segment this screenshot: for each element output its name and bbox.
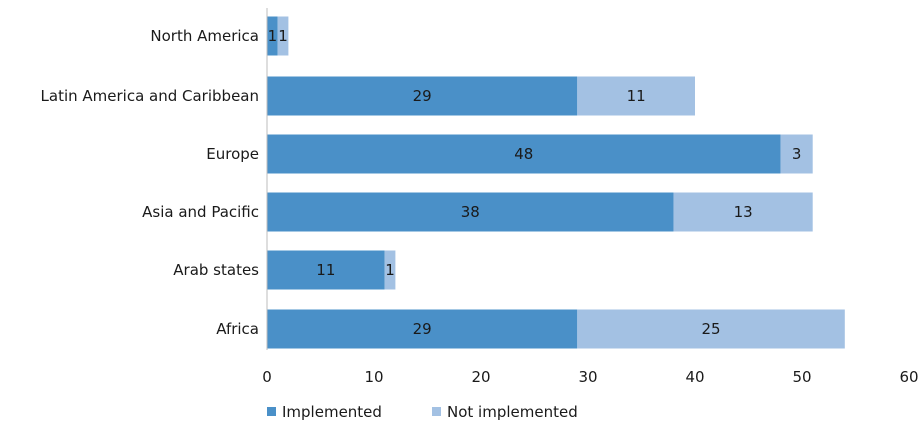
data-label-implemented: 1 <box>268 27 278 45</box>
x-tick-label: 30 <box>578 368 597 386</box>
bar-not-implemented <box>673 192 813 232</box>
bars-group <box>267 16 845 349</box>
bar-not-implemented <box>577 309 845 349</box>
bar-implemented <box>267 134 781 174</box>
category-label: Africa <box>216 320 259 338</box>
category-label: Latin America and Caribbean <box>41 87 259 105</box>
data-label-not-implemented: 25 <box>702 320 721 338</box>
data-label-not-implemented: 1 <box>385 261 395 279</box>
data-label-not-implemented: 11 <box>627 87 646 105</box>
data-label-implemented: 11 <box>316 261 335 279</box>
x-tick-label: 0 <box>262 368 272 386</box>
bar-implemented <box>267 16 278 56</box>
x-tick-label: 50 <box>792 368 811 386</box>
bar-not-implemented <box>577 76 695 116</box>
x-tick-label: 40 <box>685 368 704 386</box>
bar-implemented <box>267 76 578 116</box>
bar-implemented <box>267 250 385 290</box>
legend-label: Implemented <box>282 403 382 421</box>
x-axis-ticks: 0 10 20 30 40 50 60 <box>262 368 918 386</box>
category-label: North America <box>150 27 259 45</box>
category-label: Arab states <box>173 261 259 279</box>
bar-not-implemented <box>384 250 396 290</box>
category-label: Europe <box>206 145 259 163</box>
x-tick-label: 20 <box>471 368 490 386</box>
bar-implemented <box>267 192 674 232</box>
legend: Implemented Not implemented <box>267 403 578 421</box>
data-label-implemented: 29 <box>413 87 432 105</box>
bar-not-implemented <box>277 16 289 56</box>
data-label-implemented: 38 <box>461 203 480 221</box>
legend-label: Not implemented <box>447 403 578 421</box>
data-label-not-implemented: 3 <box>792 145 802 163</box>
data-label-implemented: 29 <box>413 320 432 338</box>
legend-swatch-not-implemented <box>432 407 441 416</box>
legend-swatch-implemented <box>267 407 276 416</box>
category-labels: North America Latin America and Caribbean… <box>41 27 260 338</box>
bar-implemented <box>267 309 578 349</box>
bar-not-implemented <box>780 134 813 174</box>
data-label-implemented: 48 <box>514 145 533 163</box>
data-label-not-implemented: 13 <box>734 203 753 221</box>
x-tick-label: 10 <box>364 368 383 386</box>
category-label: Asia and Pacific <box>142 203 259 221</box>
data-label-not-implemented: 1 <box>278 27 288 45</box>
x-tick-label: 60 <box>899 368 918 386</box>
